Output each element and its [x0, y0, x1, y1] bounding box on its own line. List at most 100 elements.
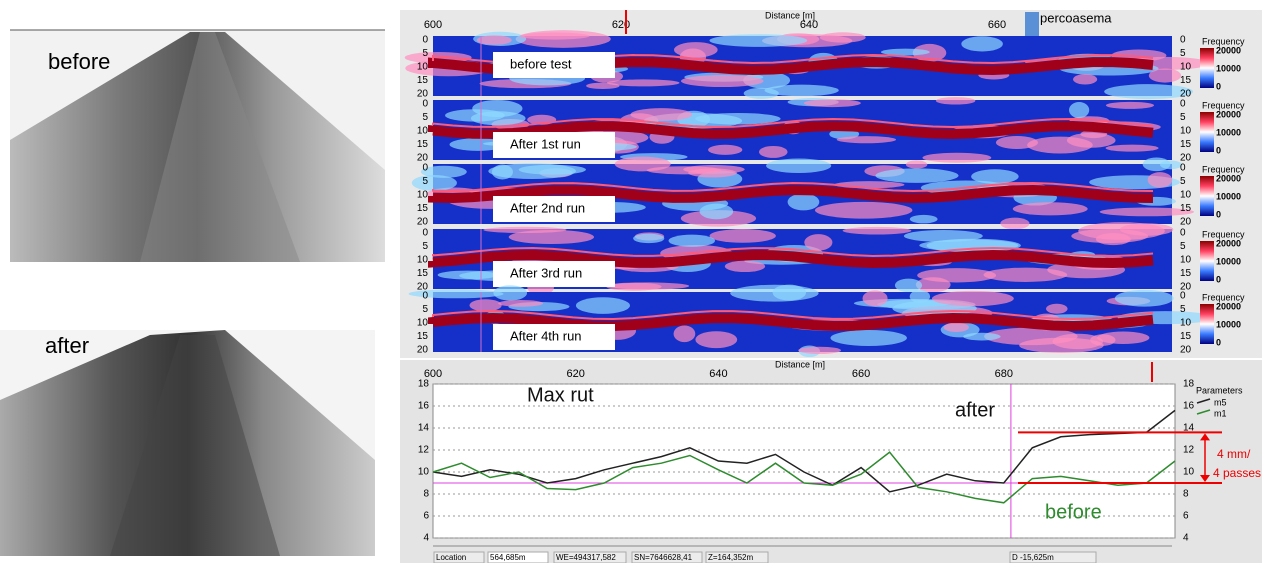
- heatmap-panel: before test0055101015152020Frequency2000…: [405, 30, 1245, 99]
- status-text: D -15,625m: [1012, 553, 1054, 562]
- heat-blob: [520, 33, 590, 40]
- depth-tick-label: 5: [1180, 241, 1186, 252]
- depth-tick-label: 20: [417, 345, 429, 356]
- depth-tick-label: 5: [1180, 112, 1186, 123]
- heat-blob: [923, 153, 992, 163]
- depth-tick-label: 15: [417, 331, 429, 342]
- heat-blob: [681, 75, 764, 87]
- heat-blob: [477, 35, 512, 45]
- heat-blob: [412, 175, 457, 191]
- x-tick-label: 600: [424, 19, 442, 31]
- depth-tick-label: 5: [422, 48, 428, 59]
- heat-blob: [695, 331, 737, 348]
- heat-blob: [647, 166, 722, 174]
- heat-blob: [709, 34, 807, 47]
- depth-tick-label: 5: [422, 304, 428, 315]
- depth-tick-label: 0: [422, 228, 428, 239]
- x-tick-label: 620: [567, 368, 585, 380]
- heat-blob: [586, 83, 619, 89]
- photo-after: [0, 330, 375, 556]
- heat-blob: [759, 146, 788, 158]
- colorbar-label: 10000: [1216, 127, 1241, 137]
- colorbar: [1200, 48, 1214, 88]
- depth-tick-label: 15: [417, 75, 429, 86]
- depth-tick-label: 15: [417, 268, 429, 279]
- heat-blob: [765, 85, 839, 97]
- colorbar: [1200, 112, 1214, 152]
- colorbar-label: 10000: [1216, 319, 1241, 329]
- depth-tick-label: 10: [417, 62, 429, 73]
- depth-tick-label: 5: [422, 112, 428, 123]
- colorbar-label: 20000: [1216, 238, 1241, 248]
- depth-tick-label: 0: [422, 99, 428, 110]
- depth-tick-label: 0: [1180, 163, 1186, 174]
- x-tick-label: 640: [800, 19, 818, 31]
- y-tick-label: 12: [1183, 445, 1195, 456]
- heat-blob: [1069, 102, 1089, 118]
- y-tick-label: 18: [1183, 379, 1195, 390]
- heat-blob: [837, 136, 896, 143]
- x-tick-label: 680: [995, 368, 1013, 380]
- depth-tick-label: 15: [1180, 203, 1192, 214]
- heat-blob: [804, 234, 832, 250]
- annotation: 4 passes: [1213, 466, 1261, 480]
- depth-tick-label: 15: [417, 139, 429, 150]
- depth-tick-label: 10: [417, 318, 429, 329]
- heat-blob: [936, 97, 976, 104]
- y-tick-label: 8: [423, 489, 429, 500]
- heat-blob: [1106, 145, 1159, 152]
- colorbar-label: 20000: [1216, 109, 1241, 119]
- heat-blob: [1149, 68, 1181, 82]
- status-text: 564,685m: [490, 553, 526, 562]
- y-tick-label: 6: [1183, 511, 1189, 522]
- depth-tick-label: 15: [1180, 139, 1192, 150]
- heat-blob: [906, 160, 927, 168]
- heat-blob: [1106, 102, 1154, 109]
- depth-tick-label: 10: [417, 255, 429, 266]
- heat-blob: [498, 300, 543, 307]
- heat-blob: [766, 159, 831, 173]
- panel-label: After 1st run: [510, 136, 581, 151]
- depth-tick-label: 20: [1180, 217, 1192, 228]
- heat-blob: [932, 291, 1014, 306]
- heat-blob: [1073, 74, 1097, 84]
- heat-blob: [1143, 157, 1171, 171]
- panel-label: After 2nd run: [510, 200, 585, 215]
- depth-tick-label: 15: [1180, 75, 1192, 86]
- heat-blob: [633, 234, 664, 244]
- colorbar-label: 20000: [1216, 301, 1241, 311]
- colorbar-label: 0: [1216, 274, 1221, 284]
- heat-blob: [804, 99, 861, 107]
- heat-blob: [910, 215, 938, 224]
- annotation: 4 mm/: [1217, 447, 1251, 461]
- heat-blob: [798, 347, 841, 354]
- y-tick-label: 6: [423, 511, 429, 522]
- heat-blob: [1148, 172, 1173, 187]
- y-tick-label: 4: [1183, 533, 1189, 544]
- depth-tick-label: 0: [422, 163, 428, 174]
- colorbar-label: 20000: [1216, 45, 1241, 55]
- status-text: WE=494317,582: [556, 553, 616, 562]
- y-tick-label: 8: [1183, 489, 1189, 500]
- heat-blob: [438, 271, 497, 280]
- heat-blob: [493, 285, 527, 300]
- y-tick-label: 12: [418, 445, 430, 456]
- axis-title: Distance [m]: [775, 359, 825, 369]
- colorbar-label: 10000: [1216, 191, 1241, 201]
- heat-blob: [863, 290, 888, 306]
- legend-label: m5: [1214, 397, 1227, 407]
- x-tick-label: 660: [988, 19, 1006, 31]
- depth-tick-label: 15: [1180, 268, 1192, 279]
- heat-blob: [788, 193, 820, 210]
- heat-blob: [1097, 332, 1149, 344]
- panel-label: After 4th run: [510, 328, 582, 343]
- depth-tick-label: 0: [422, 291, 428, 302]
- marker-label: percoasema: [1040, 10, 1112, 25]
- colorbar-label: 10000: [1216, 256, 1241, 266]
- legend-title: Parameters: [1196, 385, 1243, 395]
- colorbar-label: 10000: [1216, 63, 1241, 73]
- heat-blob: [710, 229, 776, 243]
